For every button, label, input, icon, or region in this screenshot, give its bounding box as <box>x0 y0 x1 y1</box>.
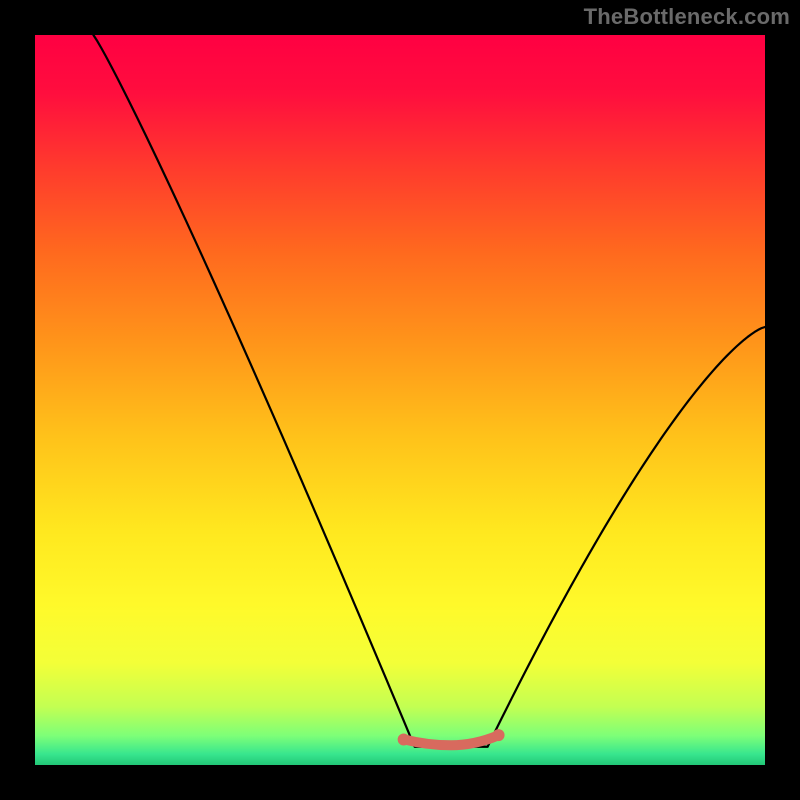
watermark-text: TheBottleneck.com <box>584 4 790 30</box>
valley-endpoint-right <box>493 729 505 741</box>
bottleneck-chart <box>0 0 800 800</box>
plot-area <box>35 35 765 765</box>
valley-endpoint-left <box>398 733 410 745</box>
chart-stage: TheBottleneck.com <box>0 0 800 800</box>
